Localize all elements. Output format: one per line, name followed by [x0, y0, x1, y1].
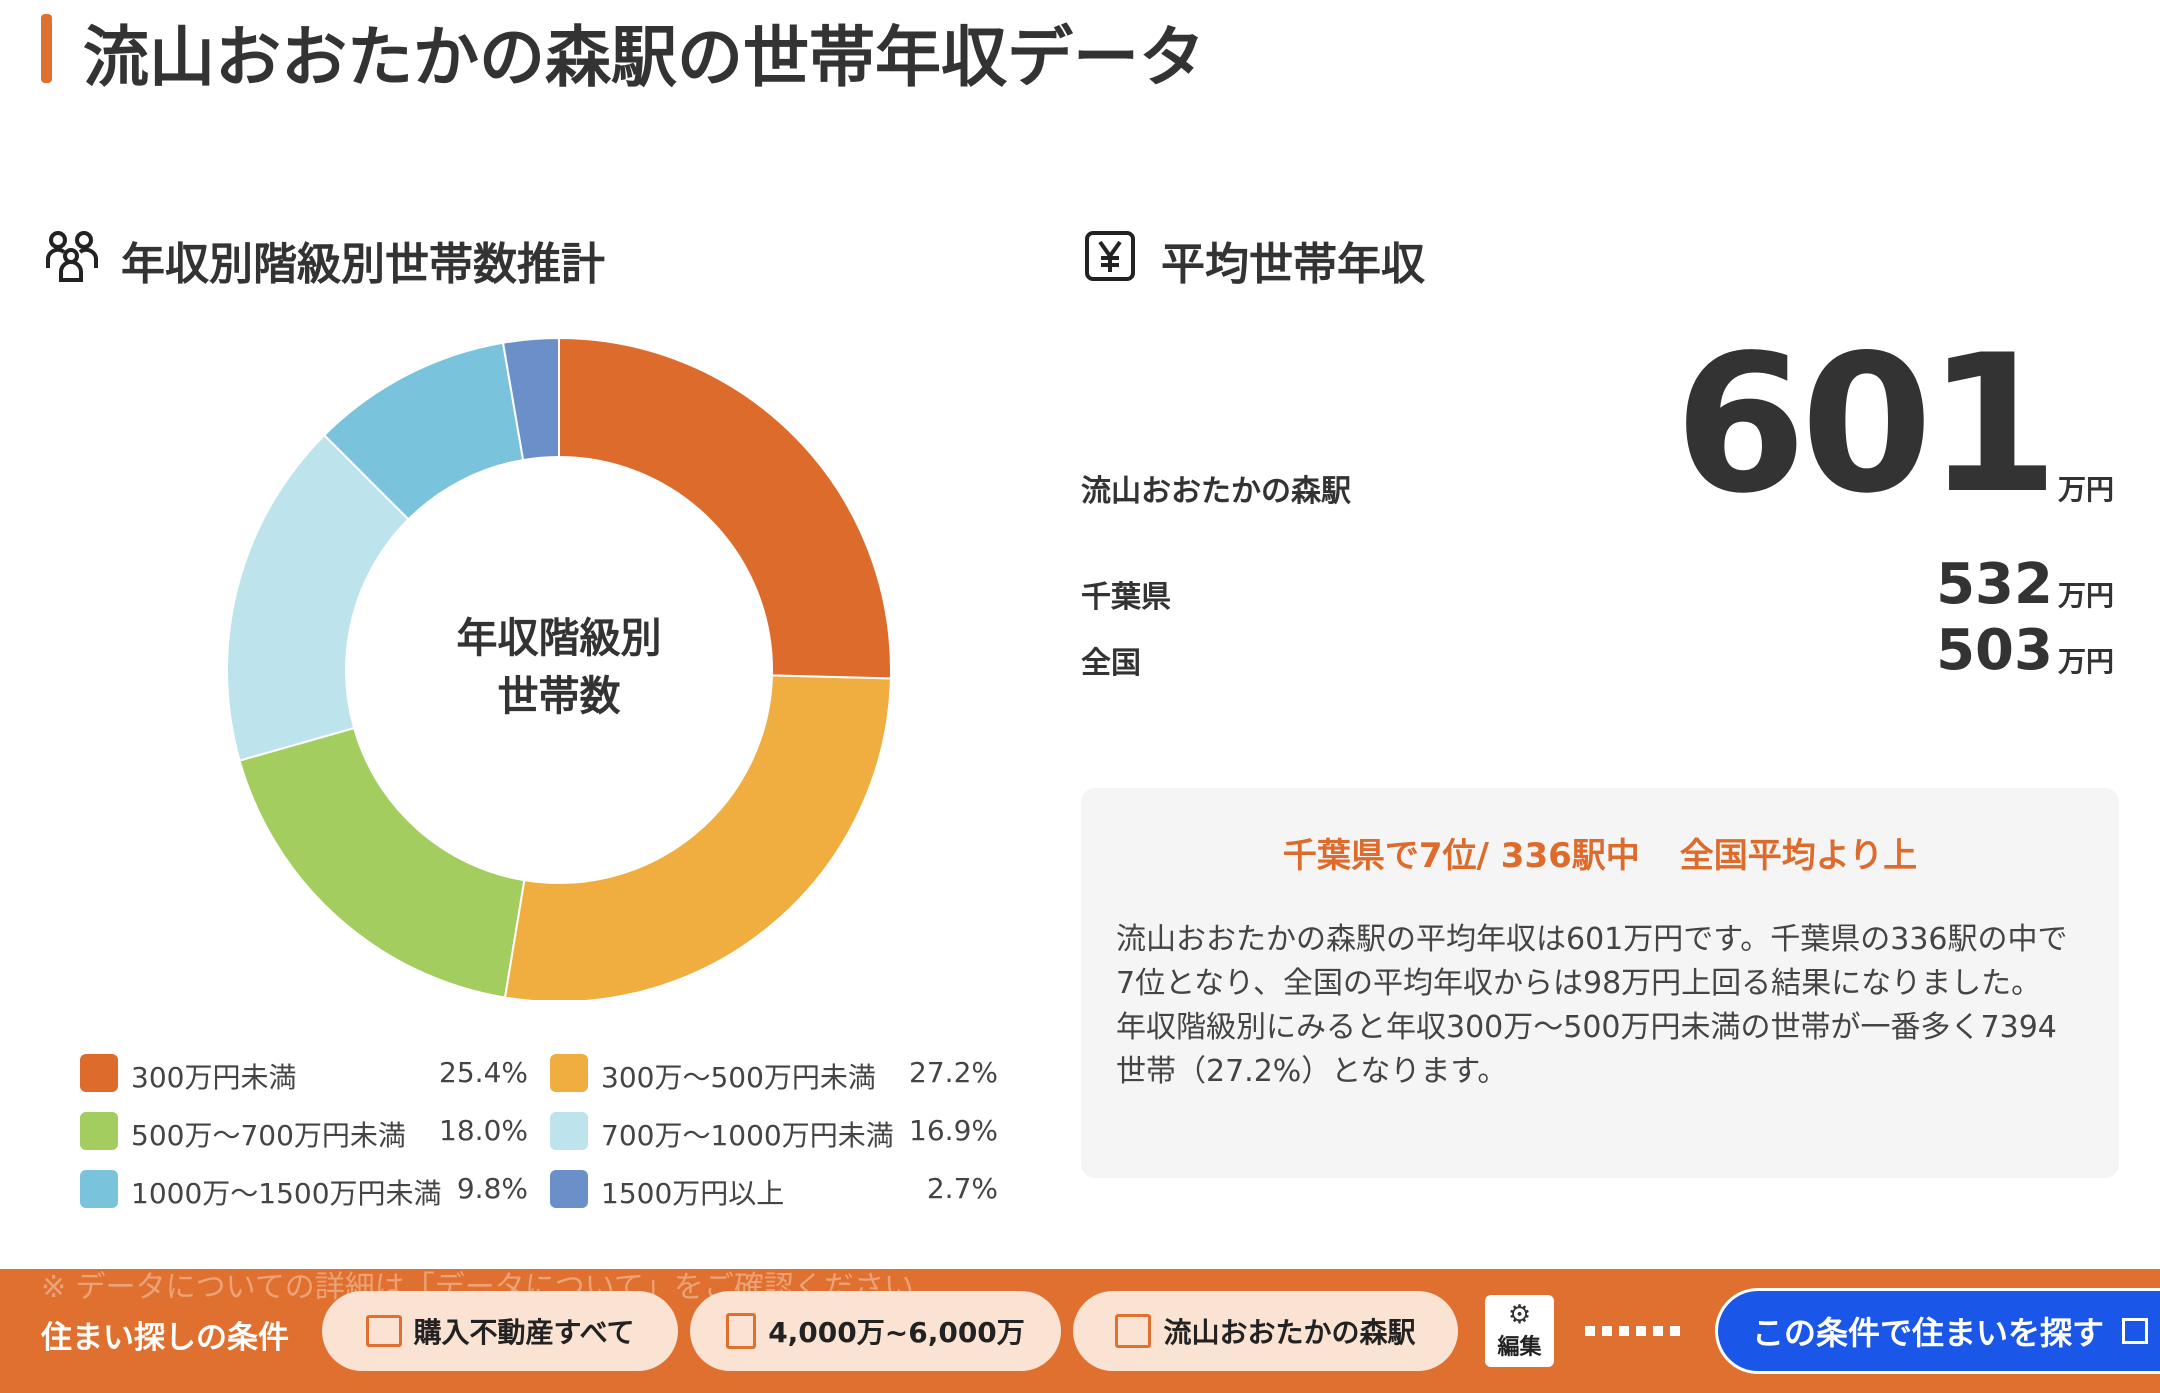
section-heading: 平均世帯年収	[1161, 239, 1425, 290]
condition-pill[interactable]: 流山おおたかの森駅	[1073, 1291, 1458, 1371]
legend-label: 500万〜700万円未満	[131, 1119, 406, 1152]
people-icon	[46, 231, 98, 282]
summary-title: 千葉県で7位/ 336駅中 全国平均より上	[1081, 828, 2119, 877]
legend-value: 25.4%	[439, 1056, 528, 1089]
donut-segment	[226, 433, 410, 762]
legend-value: 27.2%	[909, 1056, 998, 1089]
condition-pill[interactable]: 購入不動産すべて	[322, 1291, 678, 1371]
legend-item: 1000万〜1500万円未満 9.8%	[80, 1170, 528, 1210]
section-heading: 年収別階級別世帯数推計	[121, 239, 605, 290]
row-label: 千葉県	[1081, 580, 1171, 615]
condition: 4,000万~6,000万	[768, 1316, 1025, 1349]
condition: 購入不動産すべて	[413, 1316, 635, 1349]
legend-label: 1000万〜1500万円未満	[131, 1177, 442, 1210]
legend-item: 1500万円以上 2.7%	[550, 1170, 998, 1210]
donut-segment	[558, 336, 892, 680]
center-label: 年収階級別	[457, 614, 662, 662]
rank: 千葉県で7位/ 336駅中	[1282, 836, 1640, 876]
legend-label: 300万円未満	[131, 1061, 297, 1094]
window-icon	[2122, 1318, 2149, 1344]
legend-swatch	[550, 1112, 588, 1150]
dots	[1585, 1326, 1685, 1336]
donut-chart: 年収階級別 世帯数	[226, 336, 892, 1000]
edit-label: 編集	[1497, 1335, 1542, 1360]
summary-box: 千葉県で7位/ 336駅中 全国平均より上 流山おおたかの森駅の平均年収は601万…	[1081, 788, 2119, 1178]
gear-icon: ⚙	[1507, 1300, 1532, 1330]
legend-value: 9.8%	[456, 1172, 528, 1205]
legend-value: 16.9%	[909, 1114, 998, 1147]
unit: 万円	[2058, 645, 2115, 678]
legend-swatch	[550, 1054, 588, 1092]
unit: 万円	[2058, 579, 2115, 612]
title-accent	[41, 14, 52, 83]
edit-button[interactable]: ⚙ 編集	[1485, 1295, 1554, 1367]
row-label: 流山おおたかの森駅	[1081, 474, 1351, 509]
paragraph: 年収階級別にみると年収300万〜500万円未満の世帯が一番多く7394世帯（27…	[1116, 1010, 2057, 1089]
page-title: 流山おおたかの森駅の世帯年収データ	[83, 19, 1205, 96]
big-value: 601	[1674, 314, 2059, 535]
legend-item: 300万円未満 25.4%	[80, 1054, 528, 1094]
legend-item: 500万〜700万円未満 18.0%	[80, 1112, 528, 1152]
comparison: 全国平均より上	[1679, 836, 1918, 876]
legend-label: 700万〜1000万円未満	[601, 1119, 894, 1152]
yen-icon	[1085, 231, 1135, 281]
footer-label: 住まい探しの条件	[41, 1320, 289, 1356]
search-button[interactable]: この条件で住まいを探す	[1715, 1288, 2160, 1374]
legend-label: 1500万円以上	[601, 1177, 785, 1210]
legend-swatch	[550, 1170, 588, 1208]
condition-pill[interactable]: 4,000万~6,000万	[690, 1291, 1061, 1371]
search-label: この条件で住まいを探す	[1752, 1314, 2105, 1352]
legend-value: 18.0%	[439, 1114, 528, 1147]
legend-label: 300万〜500万円未満	[601, 1061, 876, 1094]
donut-segment	[238, 726, 526, 999]
donut-segment	[503, 674, 892, 1000]
legend-swatch	[80, 1170, 118, 1208]
legend-item: 700万〜1000万円未満 16.9%	[550, 1112, 998, 1152]
legend-swatch	[80, 1054, 118, 1092]
legend-swatch	[80, 1112, 118, 1150]
paragraph: 流山おおたかの森駅の平均年収は601万円です。千葉県の336駅の中で7位となり、…	[1116, 922, 2068, 1001]
legend-value: 2.7%	[926, 1172, 998, 1205]
condition: 流山おおたかの森駅	[1163, 1316, 1416, 1349]
center-label: 世帯数	[498, 672, 621, 720]
row-label: 全国	[1081, 646, 1141, 681]
legend-item: 300万〜500万円未満 27.2%	[550, 1054, 998, 1094]
donut-segment	[322, 341, 525, 521]
value: 532	[1936, 552, 2053, 617]
unit: 万円	[2058, 473, 2115, 506]
value: 503	[1936, 618, 2053, 683]
summary-text: 流山おおたかの森駅の平均年収は601万円です。千葉県の336駅の中で7位となり、…	[1116, 918, 2076, 1094]
